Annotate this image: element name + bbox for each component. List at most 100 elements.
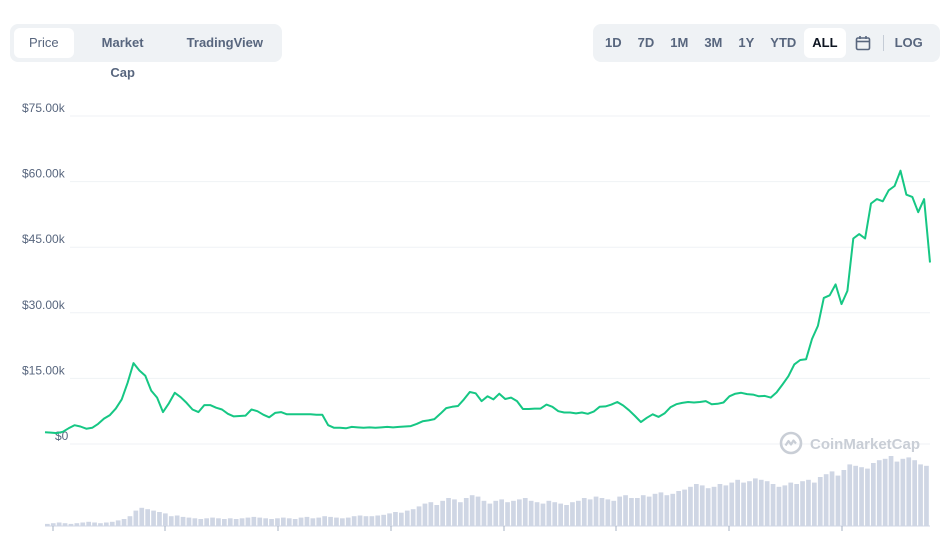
volume-bar — [62, 523, 68, 526]
volume-bar — [487, 503, 493, 526]
volume-bar — [127, 516, 133, 526]
volume-bar — [298, 517, 304, 526]
volume-bar — [770, 484, 776, 526]
volume-bar — [658, 492, 664, 526]
volume-bar — [894, 461, 900, 526]
grid-lines — [70, 115, 930, 445]
y-tick-label: $15.00k — [22, 363, 66, 377]
volume-bar — [599, 498, 605, 526]
volume-bar — [475, 496, 481, 526]
volume-bar — [747, 481, 752, 526]
volume-bar — [322, 516, 327, 526]
volume-bar — [410, 509, 416, 526]
volume-bar — [587, 499, 593, 526]
tab-price[interactable]: Price — [14, 28, 74, 58]
tab-market-cap[interactable]: Market Cap — [101, 35, 144, 80]
volume-bar — [829, 471, 835, 526]
volume-bar — [92, 522, 97, 526]
volume-bar — [652, 493, 658, 526]
range-all-button[interactable]: ALL — [804, 28, 846, 58]
log-scale-button[interactable]: LOG — [894, 35, 923, 50]
range-1y-button[interactable]: 1Y — [738, 35, 755, 50]
volume-bar — [151, 510, 156, 526]
volume-bar — [564, 505, 569, 526]
volume-bar — [310, 518, 316, 526]
volume-bar — [664, 495, 670, 526]
volume-bar — [369, 516, 375, 526]
volume-bar — [98, 523, 103, 526]
volume-bar — [458, 502, 463, 526]
volume-bar — [56, 522, 62, 526]
volume-bar — [682, 489, 687, 526]
range-ytd-button[interactable]: YTD — [770, 35, 797, 50]
volume-bar — [570, 502, 575, 526]
volume-bar — [912, 460, 917, 526]
volume-bar — [233, 519, 239, 526]
volume-bar — [192, 518, 198, 526]
range-1m-button[interactable]: 1M — [670, 35, 689, 50]
volume-bar — [275, 518, 280, 526]
volume-bar — [711, 486, 717, 526]
price-line — [44, 169, 931, 435]
volume-bar — [446, 498, 451, 526]
volume-bar — [558, 503, 563, 526]
volume-bar — [145, 509, 150, 526]
volume-bar — [399, 512, 404, 526]
volume-bar — [924, 465, 929, 526]
volume-bar — [257, 517, 263, 526]
volume-bar — [186, 517, 192, 526]
volume-bar — [304, 516, 310, 526]
volume-bar — [528, 500, 534, 526]
tab-tradingview[interactable]: TradingView — [186, 35, 263, 50]
volume-bar — [363, 516, 369, 526]
volume-bar — [292, 519, 298, 526]
volume-bar — [263, 518, 268, 526]
volume-bar — [794, 484, 799, 526]
volume-bar — [611, 500, 617, 526]
volume-bar — [357, 515, 363, 526]
volume-bar — [121, 519, 127, 526]
volume-bar — [859, 467, 864, 526]
volume-bar — [629, 498, 634, 526]
volume-bar — [776, 486, 782, 526]
range-7d-button[interactable]: 7D — [637, 35, 655, 50]
volume-bar — [688, 486, 693, 526]
range-3m-button[interactable]: 3M — [704, 35, 723, 50]
volume-bar — [646, 496, 652, 526]
y-tick-label: $30.00k — [22, 298, 66, 312]
volume-bar — [68, 523, 74, 526]
volume-bar — [900, 458, 906, 526]
volume-bar — [511, 500, 516, 526]
calendar-icon[interactable] — [846, 28, 880, 58]
volume-bar — [817, 477, 823, 526]
volume-bar — [469, 495, 475, 526]
volume-bar — [115, 520, 121, 526]
volume-bar — [694, 484, 699, 526]
volume-bar — [764, 481, 770, 526]
volume-bar — [552, 502, 558, 526]
volume-bar — [45, 523, 50, 526]
volume-bar — [499, 499, 504, 526]
volume-bar — [168, 516, 174, 526]
volume-bar — [86, 521, 91, 526]
range-1d-button[interactable]: 1D — [605, 35, 622, 50]
volume-bar — [345, 517, 351, 526]
volume-bar — [699, 485, 705, 526]
volume-bar — [216, 518, 221, 526]
volume-bar — [434, 505, 440, 526]
volume-bar — [865, 468, 870, 526]
volume-bar — [888, 456, 894, 526]
volume-bar — [251, 516, 257, 526]
volume-bar — [109, 521, 115, 526]
volume-bar — [617, 496, 622, 526]
volume-bar — [735, 479, 740, 526]
volume-bar — [717, 484, 723, 526]
volume-bar — [422, 503, 428, 526]
volume-bar — [534, 502, 540, 526]
watermark: CoinMarketCap — [779, 431, 920, 455]
volume-bar — [853, 465, 858, 526]
volume-bar — [440, 500, 445, 526]
volume-bar — [918, 464, 923, 526]
volume-bar — [576, 500, 581, 526]
